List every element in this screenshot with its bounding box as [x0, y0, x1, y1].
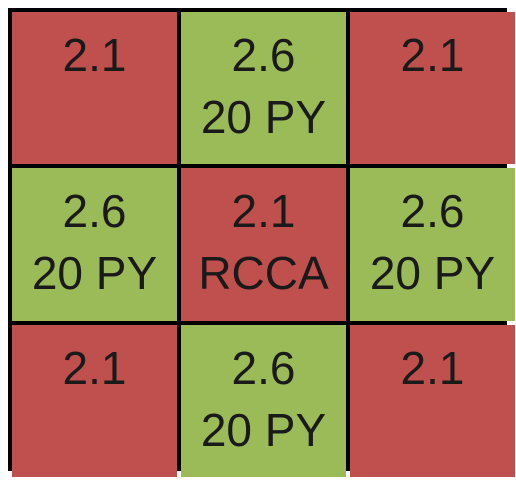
- cell-5: 2.1 RCCA: [181, 168, 346, 321]
- assembly-grid: 2.1 2.6 20 PY 2.1 2.6 20 PY 2.1 RCCA 2.6…: [8, 8, 515, 477]
- cell-6-value: 2.6: [400, 185, 465, 237]
- cell-6-label: 20 PY: [369, 247, 496, 299]
- cell-8-value: 2.6: [231, 342, 296, 394]
- cell-2: 2.6 20 PY: [181, 12, 346, 164]
- cell-7-value: 2.1: [62, 342, 127, 394]
- cell-6: 2.6 20 PY: [350, 168, 515, 321]
- cell-4-label: 20 PY: [31, 247, 158, 299]
- cell-4-value: 2.6: [62, 185, 127, 237]
- cell-7: 2.1: [12, 325, 177, 477]
- cell-4: 2.6 20 PY: [12, 168, 177, 321]
- cell-8-label: 20 PY: [200, 404, 327, 456]
- cell-8: 2.6 20 PY: [181, 325, 346, 477]
- cell-5-value: 2.1: [231, 185, 296, 237]
- cell-1-value: 2.1: [62, 29, 127, 81]
- cell-3: 2.1: [350, 12, 515, 164]
- cell-9: 2.1: [350, 325, 515, 477]
- cell-1: 2.1: [12, 12, 177, 164]
- cell-5-label: RCCA: [198, 247, 329, 299]
- cell-3-value: 2.1: [400, 29, 465, 81]
- cell-2-value: 2.6: [231, 29, 296, 81]
- cell-2-label: 20 PY: [200, 91, 327, 143]
- cell-9-value: 2.1: [400, 342, 465, 394]
